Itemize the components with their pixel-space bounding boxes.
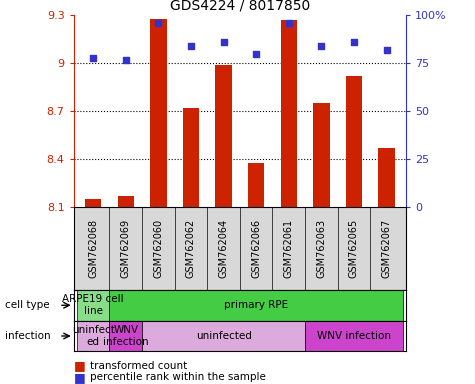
Text: percentile rank within the sample: percentile rank within the sample (90, 372, 266, 382)
Text: GSM762061: GSM762061 (284, 219, 294, 278)
Text: WNV infection: WNV infection (317, 331, 391, 341)
Bar (216, 65, 232, 207)
Text: GSM762064: GSM762064 (218, 219, 228, 278)
Text: ■: ■ (74, 371, 86, 384)
Text: WNV
infection: WNV infection (103, 325, 149, 347)
Bar (248, 162, 264, 207)
Bar (183, 108, 199, 207)
Bar (346, 76, 362, 207)
Point (154, 20, 162, 26)
Point (285, 20, 293, 26)
Text: uninfect
ed: uninfect ed (72, 325, 114, 347)
Text: GSM762062: GSM762062 (186, 219, 196, 278)
Bar (305, 321, 403, 351)
Bar (142, 321, 305, 351)
Text: GSM762063: GSM762063 (316, 219, 326, 278)
Bar (77, 321, 109, 351)
Text: primary RPE: primary RPE (224, 300, 288, 310)
Bar (109, 321, 142, 351)
Bar (118, 196, 134, 207)
Bar (379, 148, 395, 207)
Text: GSM762066: GSM762066 (251, 219, 261, 278)
Text: GSM762067: GSM762067 (381, 219, 391, 278)
Point (89, 55, 97, 61)
Point (187, 43, 195, 49)
Bar (77, 290, 109, 321)
Point (350, 39, 358, 45)
Text: GSM762065: GSM762065 (349, 219, 359, 278)
Text: uninfected: uninfected (196, 331, 252, 341)
Bar (281, 20, 297, 207)
Point (252, 51, 260, 57)
Text: ARPE19 cell
line: ARPE19 cell line (62, 295, 124, 316)
Point (383, 47, 390, 53)
Text: GSM762069: GSM762069 (121, 219, 131, 278)
Point (220, 39, 228, 45)
Point (122, 56, 130, 63)
Bar (109, 290, 403, 321)
Text: GSM762060: GSM762060 (153, 219, 163, 278)
Text: cell type: cell type (5, 300, 49, 310)
Point (318, 43, 325, 49)
Text: ■: ■ (74, 359, 86, 372)
Title: GDS4224 / 8017850: GDS4224 / 8017850 (170, 0, 310, 13)
Text: transformed count: transformed count (90, 361, 188, 371)
Bar (150, 18, 167, 207)
Bar (85, 199, 101, 207)
Text: GSM762068: GSM762068 (88, 219, 98, 278)
Bar (313, 103, 330, 207)
Text: infection: infection (5, 331, 50, 341)
